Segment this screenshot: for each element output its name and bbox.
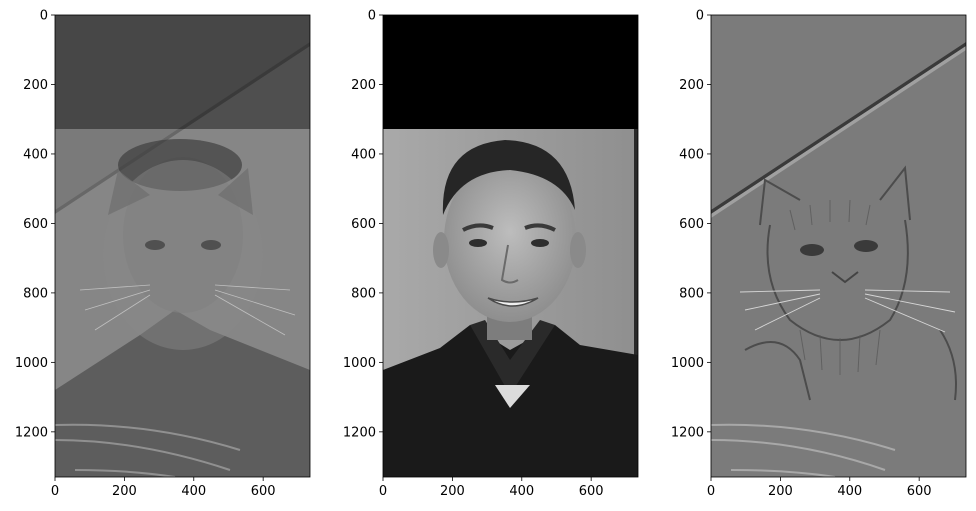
y-tick-label: 200 (679, 78, 704, 93)
man-image (383, 15, 638, 477)
y-tick-label: 1000 (343, 356, 376, 371)
x-tick-label: 600 (251, 484, 276, 499)
panel-hybrid: 0 200 400 600 0 200 400 600 800 1000 1200 (15, 9, 311, 500)
x-tick-label: 400 (837, 484, 862, 499)
y-tick-label: 1000 (671, 356, 704, 371)
y-tick-label: 400 (23, 147, 48, 162)
panel-man-lowpass: 0 200 400 600 0 200 400 600 800 1000 1200 (343, 9, 639, 500)
panel-cat-highpass: 0 200 400 600 0 200 400 600 800 1000 1200 (671, 9, 967, 500)
y-tick-label: 1200 (15, 425, 48, 440)
y-tick-label: 0 (696, 9, 704, 24)
y-tick-label: 600 (23, 217, 48, 232)
hybrid-frame (54, 14, 311, 478)
y-tick-label: 800 (351, 286, 376, 301)
x-tick-label: 0 (707, 484, 715, 499)
x-tick-label: 600 (579, 484, 604, 499)
x-tick-label: 400 (509, 484, 534, 499)
y-tick-label: 400 (351, 147, 376, 162)
man-axes: 0 200 400 600 0 200 400 600 800 1000 1200 (343, 9, 604, 500)
x-tick-label: 0 (379, 484, 387, 499)
cat-image (711, 15, 966, 477)
y-tick-label: 600 (351, 217, 376, 232)
y-tick-label: 400 (679, 147, 704, 162)
x-tick-label: 600 (907, 484, 932, 499)
x-tick-label: 200 (440, 484, 465, 499)
cat-axes: 0 200 400 600 0 200 400 600 800 1000 1200 (671, 9, 932, 500)
hybrid-axes: 0 200 400 600 0 200 400 600 800 1000 1200 (15, 9, 276, 500)
x-tick-label: 200 (112, 484, 137, 499)
y-tick-label: 200 (23, 78, 48, 93)
hybrid-image (55, 15, 310, 477)
y-tick-label: 1000 (15, 356, 48, 371)
y-tick-label: 0 (40, 9, 48, 24)
x-tick-label: 200 (768, 484, 793, 499)
y-tick-label: 800 (23, 286, 48, 301)
y-tick-label: 0 (368, 9, 376, 24)
y-tick-label: 200 (351, 78, 376, 93)
man-frame (382, 14, 639, 478)
y-tick-label: 1200 (343, 425, 376, 440)
cat-frame (710, 14, 967, 478)
y-tick-label: 1200 (671, 425, 704, 440)
x-tick-label: 0 (51, 484, 59, 499)
x-tick-label: 400 (181, 484, 206, 499)
y-tick-label: 600 (679, 217, 704, 232)
y-tick-label: 800 (679, 286, 704, 301)
